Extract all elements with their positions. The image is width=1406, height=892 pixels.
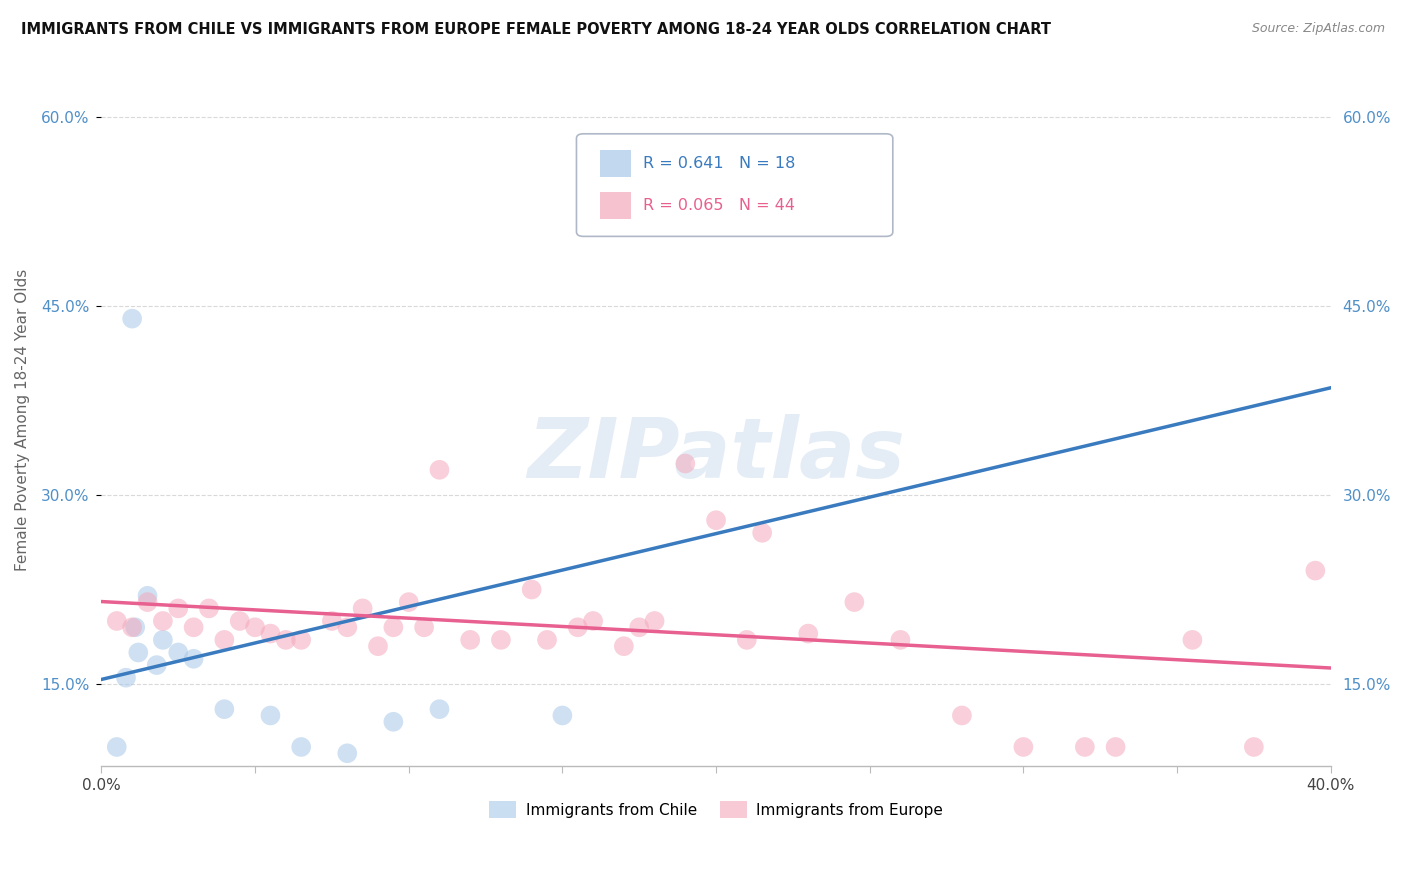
Point [136, 595, 159, 609]
Point [121, 620, 143, 634]
Point [567, 620, 589, 634]
Point [214, 702, 236, 716]
Point [198, 601, 221, 615]
Point [735, 632, 758, 647]
Point [797, 626, 820, 640]
Point [413, 620, 436, 634]
Point [183, 652, 205, 666]
Point [889, 632, 911, 647]
Point [183, 620, 205, 634]
Point [336, 620, 359, 634]
Point [1074, 739, 1097, 754]
Point [228, 614, 250, 628]
Point [367, 639, 389, 653]
Point [167, 601, 190, 615]
Point [274, 632, 297, 647]
Point [243, 620, 266, 634]
Point [382, 620, 405, 634]
Point [167, 645, 190, 659]
Point [382, 714, 405, 729]
Point [536, 632, 558, 647]
Point [950, 708, 973, 723]
Y-axis label: Female Poverty Among 18-24 Year Olds: Female Poverty Among 18-24 Year Olds [15, 268, 30, 571]
Point [489, 632, 512, 647]
Legend: Immigrants from Chile, Immigrants from Europe: Immigrants from Chile, Immigrants from E… [482, 795, 949, 824]
Point [336, 746, 359, 760]
Point [290, 739, 312, 754]
Point [1181, 632, 1204, 647]
Text: IMMIGRANTS FROM CHILE VS IMMIGRANTS FROM EUROPE FEMALE POVERTY AMONG 18-24 YEAR : IMMIGRANTS FROM CHILE VS IMMIGRANTS FROM… [21, 22, 1052, 37]
Point [520, 582, 543, 597]
Point [214, 632, 236, 647]
Point [136, 589, 159, 603]
Point [152, 632, 174, 647]
Point [1104, 739, 1126, 754]
Point [613, 639, 636, 653]
Point [644, 614, 666, 628]
Point [628, 620, 651, 634]
Point [844, 595, 866, 609]
Text: Source: ZipAtlas.com: Source: ZipAtlas.com [1251, 22, 1385, 36]
Point [458, 632, 481, 647]
Point [145, 658, 167, 673]
Point [582, 614, 605, 628]
Point [124, 620, 146, 634]
Point [735, 217, 758, 231]
Point [259, 626, 281, 640]
Point [259, 708, 281, 723]
Point [429, 702, 451, 716]
Point [127, 645, 149, 659]
Text: R = 0.065   N = 44: R = 0.065 N = 44 [643, 198, 794, 212]
Point [321, 614, 343, 628]
Point [352, 601, 374, 615]
Point [290, 632, 312, 647]
Point [1012, 739, 1035, 754]
Point [105, 614, 128, 628]
Point [121, 311, 143, 326]
Point [551, 708, 574, 723]
Text: R = 0.641   N = 18: R = 0.641 N = 18 [643, 156, 794, 170]
Point [704, 513, 727, 527]
Point [429, 463, 451, 477]
Point [673, 457, 696, 471]
Point [398, 595, 420, 609]
Text: ZIPatlas: ZIPatlas [527, 414, 905, 494]
Point [751, 525, 773, 540]
Point [1305, 564, 1327, 578]
Point [105, 739, 128, 754]
Point [152, 614, 174, 628]
Point [1243, 739, 1265, 754]
Point [115, 671, 138, 685]
